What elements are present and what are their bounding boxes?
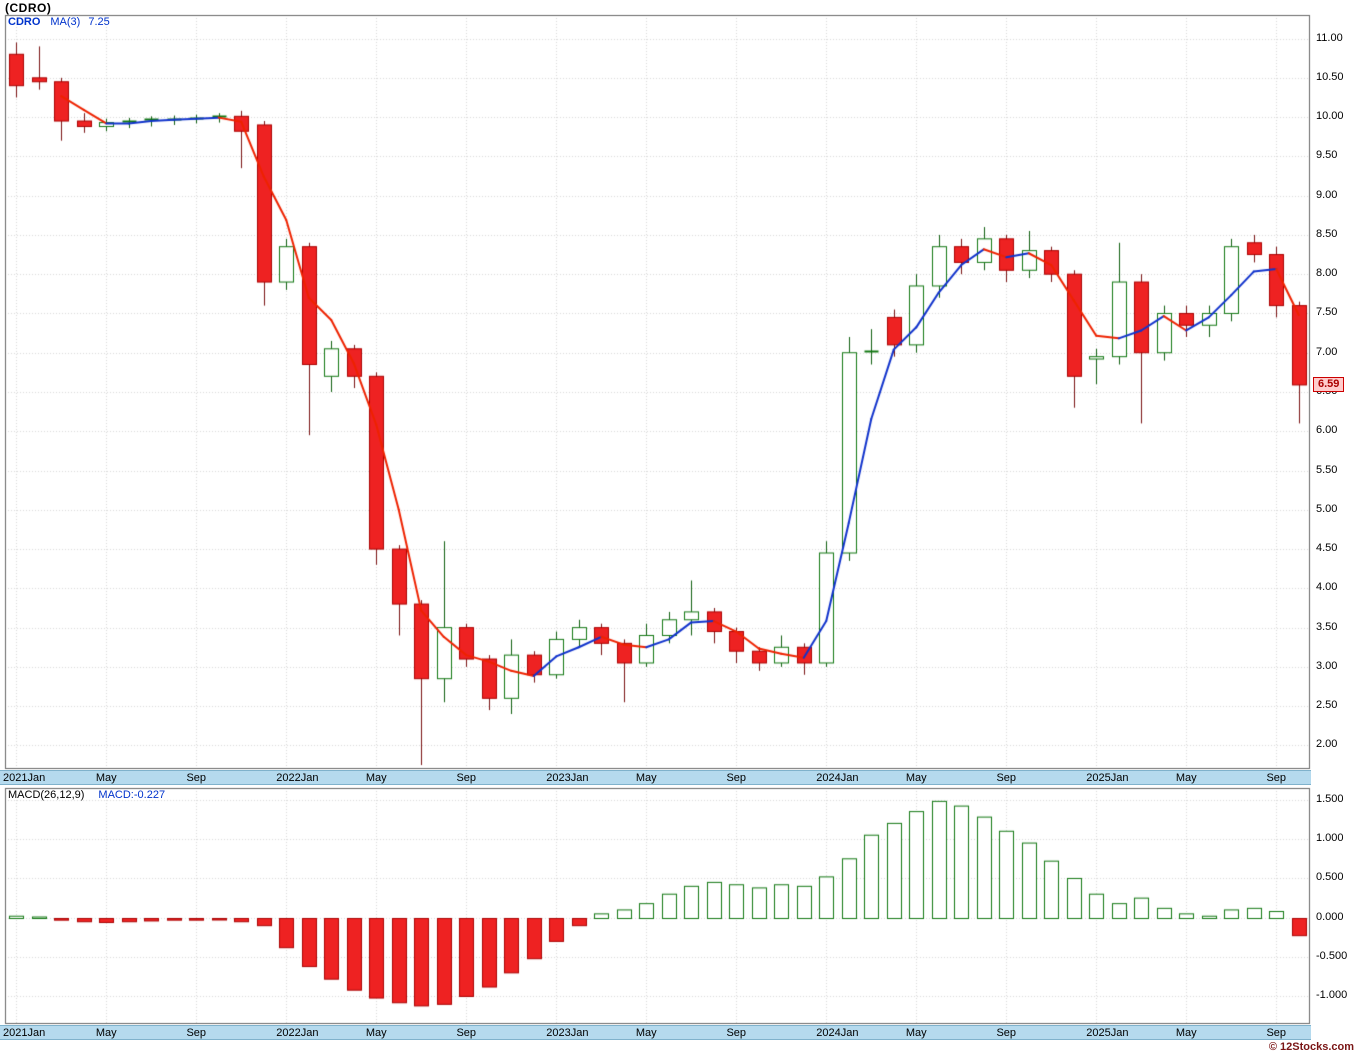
symbol-label: CDRO: [8, 16, 41, 28]
x-axis-label: 2023Jan: [546, 772, 589, 784]
x-axis-label: Sep: [1266, 772, 1287, 784]
page-title: (CDRO): [5, 1, 52, 15]
x-axis-label: Sep: [186, 1027, 207, 1039]
x-axis-label: 2025Jan: [1086, 1027, 1129, 1039]
x-axis-label: 2021Jan: [3, 772, 46, 784]
x-axis-strip-price: 2021Jan May Sep 2022Jan May Sep 2023Jan May Sep 2…: [0, 770, 1311, 785]
x-axis-label: Sep: [186, 772, 207, 784]
x-axis-label: 2023Jan: [546, 1027, 589, 1039]
x-axis-label: May: [95, 772, 117, 784]
x-axis-label: Sep: [1266, 1027, 1287, 1039]
macd-value-label: MACD:-0.227: [98, 789, 166, 801]
ma-label: MA(3): [50, 16, 81, 28]
x-axis-label: 2024Jan: [816, 1027, 859, 1039]
x-axis-label: 2022Jan: [276, 772, 319, 784]
x-axis-label: 2021Jan: [3, 1027, 46, 1039]
x-axis-strip-macd: 2021Jan May Sep 2022Jan May Sep 2023Jan May Sep 2…: [0, 1025, 1311, 1040]
x-axis-label: Sep: [996, 1027, 1017, 1039]
x-axis-label: 2022Jan: [276, 1027, 319, 1039]
x-axis-label: May: [365, 1027, 387, 1039]
last-price-tag: 6.59: [1313, 376, 1345, 392]
x-axis-label: May: [95, 1027, 117, 1039]
x-axis-label: Sep: [996, 772, 1017, 784]
x-axis-label: May: [905, 772, 927, 784]
x-axis-label: May: [1175, 772, 1197, 784]
x-axis-label: May: [365, 772, 387, 784]
x-axis-label: May: [1175, 1027, 1197, 1039]
x-axis-label: May: [905, 1027, 927, 1039]
ma-value: 7.25: [88, 16, 110, 28]
x-axis-label: Sep: [456, 772, 477, 784]
copyright: © 12Stocks.com: [1268, 1041, 1354, 1053]
macd-legend: MACD(26,12,9) MACD:-0.227: [8, 789, 165, 801]
x-axis-label: May: [635, 772, 657, 784]
price-chart-legend: CDRO MA(3) 7.25: [8, 16, 110, 28]
macd-params-label: MACD(26,12,9): [8, 789, 85, 801]
x-axis-label: Sep: [456, 1027, 477, 1039]
x-axis-label: Sep: [726, 772, 747, 784]
x-axis-label: 2024Jan: [816, 772, 859, 784]
x-axis-label: 2025Jan: [1086, 772, 1129, 784]
x-axis-label: Sep: [726, 1027, 747, 1039]
x-axis-label: May: [635, 1027, 657, 1039]
